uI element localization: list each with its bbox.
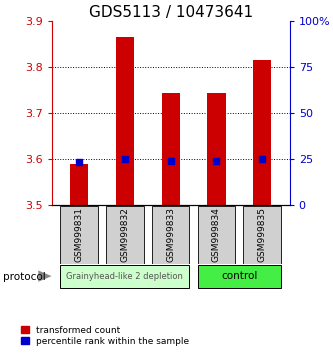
Bar [253, 60, 271, 205]
Polygon shape [38, 270, 52, 282]
Text: GSM999832: GSM999832 [120, 207, 130, 262]
Text: Grainyhead-like 2 depletion: Grainyhead-like 2 depletion [67, 272, 183, 281]
Legend: transformed count, percentile rank within the sample: transformed count, percentile rank withi… [18, 322, 192, 349]
FancyBboxPatch shape [60, 206, 98, 264]
Bar [70, 164, 88, 205]
Text: GSM999833: GSM999833 [166, 207, 175, 262]
Text: GSM999831: GSM999831 [75, 207, 84, 262]
Bar [116, 37, 134, 205]
FancyBboxPatch shape [60, 265, 189, 288]
FancyBboxPatch shape [152, 206, 189, 264]
Text: GSM999835: GSM999835 [258, 207, 267, 262]
Bar [162, 92, 180, 205]
Text: protocol: protocol [3, 272, 46, 282]
Bar [207, 92, 226, 205]
FancyBboxPatch shape [198, 206, 235, 264]
Text: control: control [221, 272, 257, 281]
FancyBboxPatch shape [243, 206, 281, 264]
FancyBboxPatch shape [106, 206, 144, 264]
Text: GSM999834: GSM999834 [212, 207, 221, 262]
FancyBboxPatch shape [198, 265, 281, 288]
Title: GDS5113 / 10473641: GDS5113 / 10473641 [89, 5, 253, 20]
